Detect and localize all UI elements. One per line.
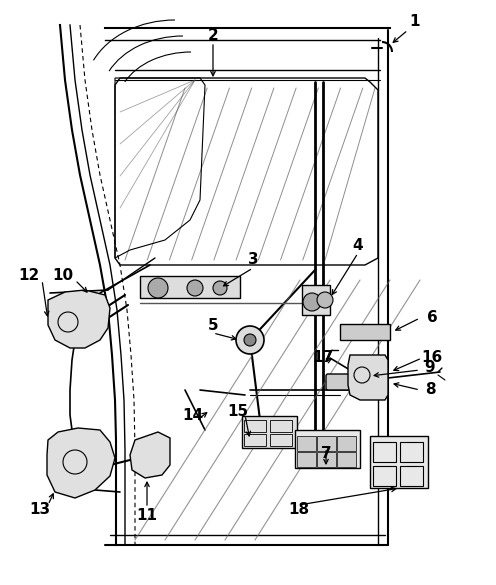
Circle shape	[213, 281, 227, 295]
FancyBboxPatch shape	[370, 436, 428, 488]
Polygon shape	[105, 25, 390, 545]
Text: 2: 2	[208, 27, 218, 43]
FancyBboxPatch shape	[317, 452, 336, 467]
Circle shape	[236, 326, 264, 354]
Text: 15: 15	[228, 404, 248, 419]
Circle shape	[148, 278, 168, 298]
Text: 8: 8	[425, 383, 435, 397]
Polygon shape	[130, 432, 170, 478]
Text: 6: 6	[427, 311, 437, 325]
Text: 14: 14	[183, 408, 203, 422]
Circle shape	[244, 334, 256, 346]
FancyBboxPatch shape	[340, 324, 390, 340]
Text: 1: 1	[410, 15, 420, 29]
Text: 16: 16	[422, 350, 442, 366]
FancyBboxPatch shape	[337, 436, 356, 451]
Text: 12: 12	[18, 267, 40, 283]
Text: 10: 10	[53, 267, 73, 283]
Circle shape	[303, 293, 321, 311]
Text: 13: 13	[29, 503, 51, 518]
FancyBboxPatch shape	[140, 276, 240, 298]
Text: 17: 17	[312, 350, 334, 366]
FancyBboxPatch shape	[317, 436, 336, 451]
Polygon shape	[348, 355, 388, 400]
Text: 7: 7	[321, 446, 331, 460]
Circle shape	[317, 292, 333, 308]
Text: 9: 9	[425, 360, 435, 376]
FancyBboxPatch shape	[326, 374, 368, 390]
Text: 18: 18	[289, 503, 310, 518]
FancyBboxPatch shape	[295, 430, 360, 468]
Text: 4: 4	[353, 238, 363, 253]
FancyBboxPatch shape	[337, 452, 356, 467]
Polygon shape	[48, 290, 110, 348]
FancyBboxPatch shape	[302, 285, 330, 315]
FancyBboxPatch shape	[242, 416, 297, 448]
FancyBboxPatch shape	[297, 436, 316, 451]
Circle shape	[187, 280, 203, 296]
Text: 3: 3	[248, 253, 258, 267]
Polygon shape	[47, 428, 115, 498]
Text: 5: 5	[208, 318, 218, 332]
FancyBboxPatch shape	[297, 452, 316, 467]
Text: 11: 11	[136, 508, 158, 522]
